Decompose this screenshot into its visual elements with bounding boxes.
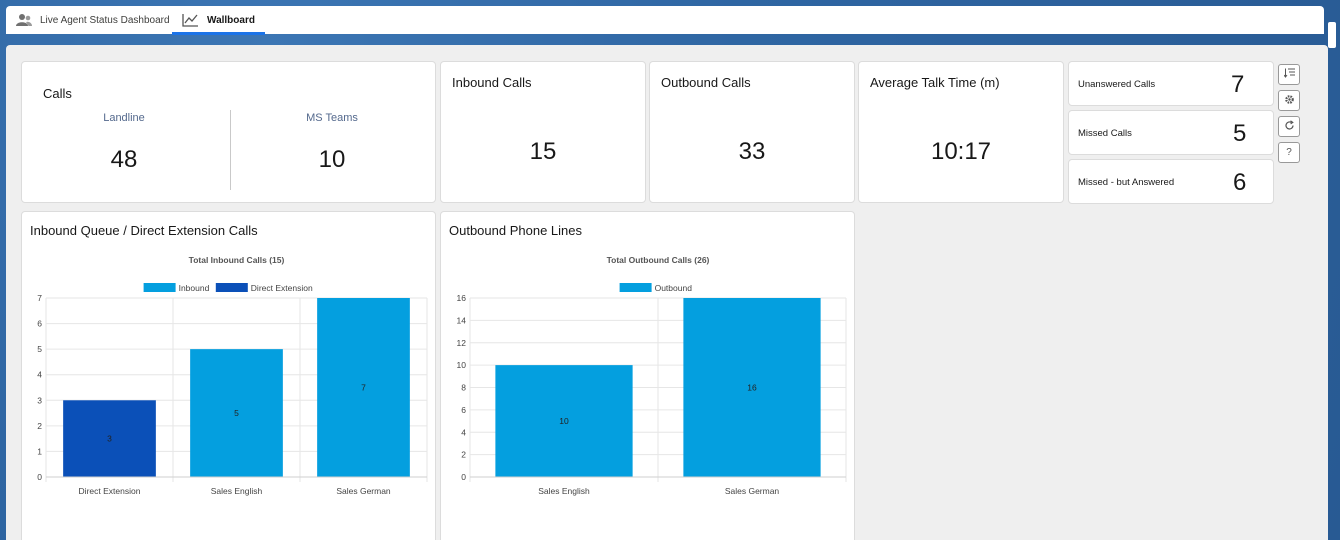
- calls-card: Calls Landline 48 MS Teams 10: [21, 61, 436, 203]
- outbound-lines-chart-title: Outbound Phone Lines: [449, 223, 582, 238]
- bar-value-label: 7: [361, 383, 366, 393]
- average-talk-time-value: 10:17: [930, 138, 992, 165]
- y-tick-label: 14: [457, 315, 467, 325]
- line-chart-icon: [182, 13, 199, 27]
- legend-swatch: [619, 283, 652, 292]
- x-tick-label: Sales German: [725, 486, 780, 496]
- tab-wallboard[interactable]: Wallboard: [172, 6, 265, 35]
- legend-label: Direct Extension: [251, 283, 313, 293]
- legend-swatch: [143, 283, 176, 292]
- bar-value-label: 5: [234, 408, 239, 418]
- settings-button[interactable]: [1278, 90, 1300, 111]
- x-tick-label: Sales English: [211, 486, 263, 496]
- missed-calls-card: Missed Calls 5: [1068, 110, 1274, 155]
- y-tick-label: 12: [457, 338, 467, 348]
- calls-title: Calls: [43, 86, 72, 101]
- x-tick-label: Sales German: [336, 486, 391, 496]
- refresh-button[interactable]: [1278, 116, 1300, 137]
- gear-icon: [1284, 94, 1295, 108]
- ms-teams-value: 10: [318, 146, 346, 173]
- inbound-calls-title: Inbound Calls: [452, 75, 532, 90]
- y-tick-label: 4: [37, 370, 42, 380]
- inbound-queue-chart-title: Inbound Queue / Direct Extension Calls: [30, 223, 258, 238]
- unanswered-calls-label: Unanswered Calls: [1078, 79, 1156, 90]
- users-icon: [16, 13, 32, 27]
- y-tick-label: 0: [37, 472, 42, 482]
- y-tick-label: 1: [37, 446, 42, 456]
- y-tick-label: 16: [457, 293, 467, 303]
- sort-button[interactable]: [1278, 64, 1300, 85]
- average-talk-time-card: Average Talk Time (m) 10:17: [858, 61, 1064, 203]
- sort-icon: [1283, 68, 1295, 81]
- outbound-calls-value: 33: [738, 138, 766, 165]
- outbound-calls-title: Outbound Calls: [661, 75, 751, 90]
- landline-value: 48: [110, 146, 138, 173]
- y-tick-label: 0: [461, 472, 466, 482]
- bar-value-label: 3: [107, 434, 112, 444]
- divider: [230, 110, 231, 190]
- missed-but-answered-label: Missed - but Answered: [1078, 177, 1175, 188]
- y-tick-label: 2: [461, 450, 466, 460]
- average-talk-time-title: Average Talk Time (m): [870, 75, 1000, 90]
- bar: [683, 298, 821, 477]
- y-tick-label: 7: [37, 293, 42, 303]
- help-button[interactable]: ?: [1278, 142, 1300, 163]
- y-tick-label: 10: [457, 360, 467, 370]
- bar: [63, 400, 156, 477]
- chart-title: Total Inbound Calls (15): [189, 255, 285, 265]
- legend-label: Outbound: [655, 283, 693, 293]
- inbound-queue-chart-card: Inbound Queue / Direct Extension Calls T…: [21, 211, 436, 540]
- bar: [495, 365, 633, 477]
- tab-bar: Live Agent Status Dashboard Wallboard: [6, 6, 1324, 35]
- tab-live-agent-status[interactable]: Live Agent Status Dashboard: [16, 6, 170, 34]
- legend-label: Inbound: [179, 283, 210, 293]
- help-icon: ?: [1286, 147, 1292, 158]
- y-tick-label: 3: [37, 395, 42, 405]
- y-tick-label: 6: [37, 319, 42, 329]
- wallboard-area: Calls Landline 48 MS Teams 10 Inbound Ca…: [6, 45, 1328, 540]
- bar: [190, 349, 283, 477]
- x-tick-label: Sales English: [538, 486, 590, 496]
- inbound-calls-value: 15: [529, 138, 557, 165]
- missed-but-answered-card: Missed - but Answered 6: [1068, 159, 1274, 204]
- ms-teams-label: MS Teams: [306, 112, 358, 124]
- tab-label: Live Agent Status Dashboard: [40, 14, 170, 26]
- outbound-calls-chart: Total Outbound Calls (26) Outbound 0 2 4 6 8 10…: [457, 255, 847, 496]
- bar-value-label: 16: [747, 383, 757, 393]
- bar: [317, 298, 410, 477]
- bar-value-label: 10: [559, 416, 569, 426]
- missed-calls-label: Missed Calls: [1078, 128, 1132, 139]
- missed-but-answered-value: 6: [1233, 169, 1247, 196]
- inbound-calls-chart: Total Inbound Calls (15) Inbound Direct Ex…: [37, 255, 428, 496]
- scroll-handle[interactable]: [1328, 22, 1336, 48]
- tab-label: Wallboard: [207, 14, 255, 26]
- outbound-calls-card: Outbound Calls 33: [649, 61, 855, 203]
- y-tick-label: 2: [37, 421, 42, 431]
- y-tick-label: 8: [461, 383, 466, 393]
- inbound-calls-card: Inbound Calls 15: [440, 61, 646, 203]
- missed-calls-value: 5: [1233, 120, 1247, 147]
- legend-swatch: [215, 283, 248, 292]
- unanswered-calls-card: Unanswered Calls 7: [1068, 61, 1274, 106]
- outbound-lines-chart-card: Outbound Phone Lines Total Outbound Call…: [440, 211, 855, 540]
- refresh-icon: [1284, 119, 1295, 134]
- chart-title: Total Outbound Calls (26): [607, 255, 710, 265]
- landline-label: Landline: [103, 112, 145, 124]
- y-tick-label: 6: [461, 405, 466, 415]
- y-tick-label: 4: [461, 427, 466, 437]
- unanswered-calls-value: 7: [1231, 71, 1245, 98]
- x-tick-label: Direct Extension: [79, 486, 141, 496]
- y-tick-label: 5: [37, 344, 42, 354]
